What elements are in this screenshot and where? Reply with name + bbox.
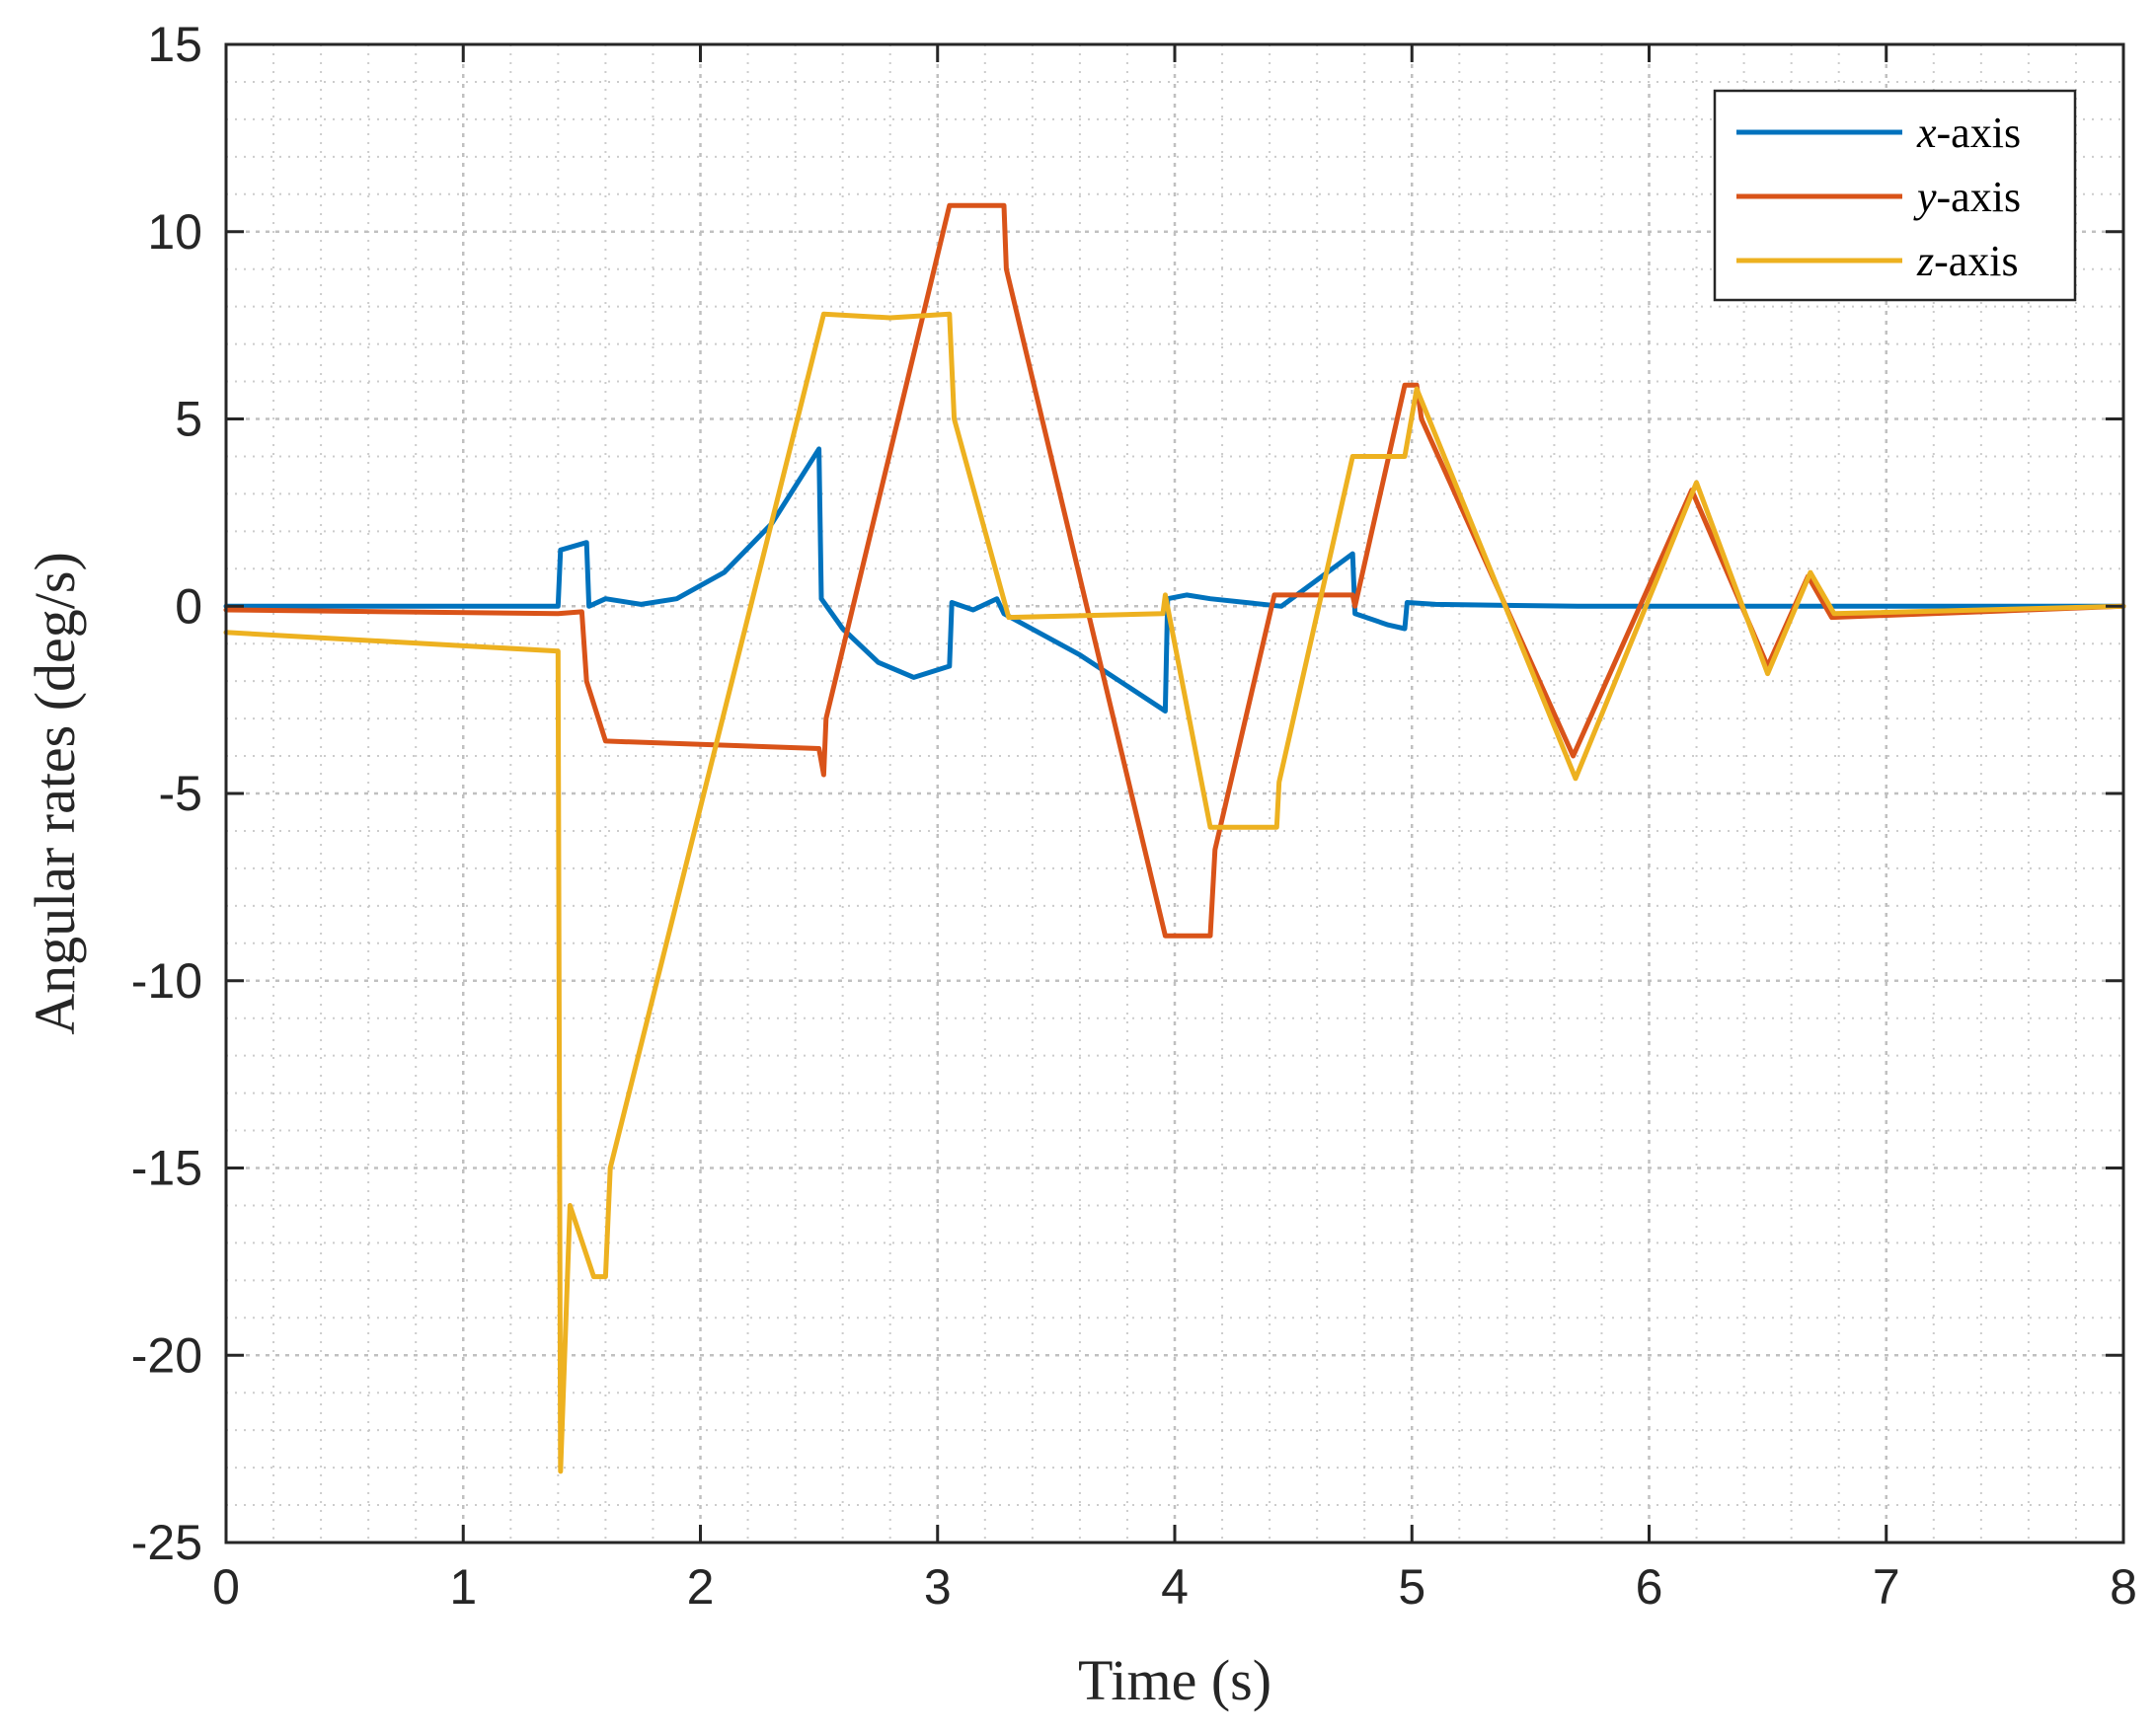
y-tick-label: 0: [175, 578, 202, 634]
y-tick-label: -5: [159, 766, 202, 821]
y-tick-label: 10: [147, 204, 202, 260]
series-layer: [223, 202, 2126, 1474]
x-tick-label: 0: [212, 1559, 240, 1615]
y-tick-label: -25: [131, 1515, 202, 1570]
y-tick-label: -15: [131, 1141, 202, 1196]
y-axis-label: Angular rates (deg/s): [23, 552, 87, 1035]
tick-labels: 0 1 2 3 4 5 6 7 8 -25 -20 -15 -10 -5 0 5 10 15: [131, 17, 2137, 1615]
y-tick-label: 15: [147, 17, 202, 72]
legend-label-z-axis: z-axis: [1916, 237, 2019, 285]
x-tick-label: 8: [2110, 1559, 2137, 1615]
x-tick-label: 2: [687, 1559, 715, 1615]
legend-label-x-axis: x-axis: [1916, 109, 2021, 157]
y-tick-label: 5: [175, 392, 202, 447]
ticks: [224, 42, 2125, 1544]
y-tick-label: -20: [131, 1327, 202, 1383]
legend-label-var: x: [1916, 109, 1937, 157]
legend-label-y-axis: y-axis: [1913, 173, 2021, 221]
legend-label-suffix: -axis: [1937, 109, 2022, 157]
x-tick-label: 7: [1873, 1559, 1900, 1615]
legend-label-suffix: -axis: [1937, 173, 2022, 221]
series-line-z-axis: [223, 311, 2126, 1474]
x-axis-label: Time (s): [1078, 1648, 1271, 1712]
x-tick-label: 6: [1636, 1559, 1663, 1615]
series-line-y-axis: [223, 202, 2126, 939]
series-line-x-axis: [223, 446, 2126, 714]
x-tick-label: 4: [1161, 1559, 1189, 1615]
x-tick-label: 3: [924, 1559, 952, 1615]
y-tick-label: -10: [131, 953, 202, 1009]
legend-label-var: z: [1916, 237, 1934, 285]
x-tick-label: 5: [1398, 1559, 1425, 1615]
legend-label-suffix: -axis: [1934, 237, 2019, 285]
x-tick-label: 1: [449, 1559, 477, 1615]
legend-label-var: y: [1913, 173, 1937, 221]
